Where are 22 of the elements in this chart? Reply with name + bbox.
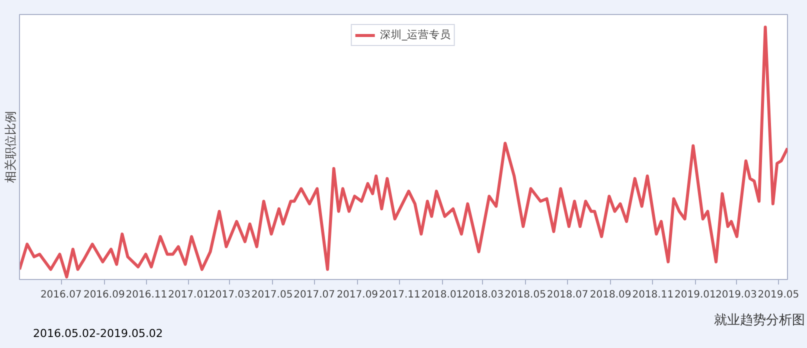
x-tick-label: 2019.05 xyxy=(758,290,800,300)
x-tick-label: 2017.01 xyxy=(168,290,210,300)
x-tick-label: 2017.05 xyxy=(251,290,293,300)
legend-label: 深圳_运营专员 xyxy=(380,28,452,42)
text: 就业趋势分析图 xyxy=(714,312,805,330)
x-tick-label: 2017.09 xyxy=(336,290,378,300)
x-tick-label: 2018.07 xyxy=(546,290,588,300)
x-tick-label: 2016.11 xyxy=(126,290,168,300)
x-tick-label: 2017.07 xyxy=(294,290,336,300)
x-tick-label: 2017.11 xyxy=(379,290,420,300)
y-axis-title: 相关职位比例 xyxy=(4,111,18,183)
x-tick-label: 2018.03 xyxy=(462,290,504,300)
x-tick-label: 2019.03 xyxy=(715,290,757,300)
x-tick-label: 2018.09 xyxy=(590,290,632,300)
x-tick-label: 2017.03 xyxy=(209,290,250,300)
text: 2016.05.02-2019.05.02 xyxy=(33,326,163,342)
x-tick-label: 2018.11 xyxy=(632,290,674,300)
x-tick-label: 2018.05 xyxy=(504,290,546,300)
x-tick-label: 2019.01 xyxy=(674,290,716,300)
x-tick-label: 2018.01 xyxy=(421,290,463,300)
x-tick-label: 2016.07 xyxy=(40,290,82,300)
x-tick-label: 2016.09 xyxy=(83,290,125,300)
